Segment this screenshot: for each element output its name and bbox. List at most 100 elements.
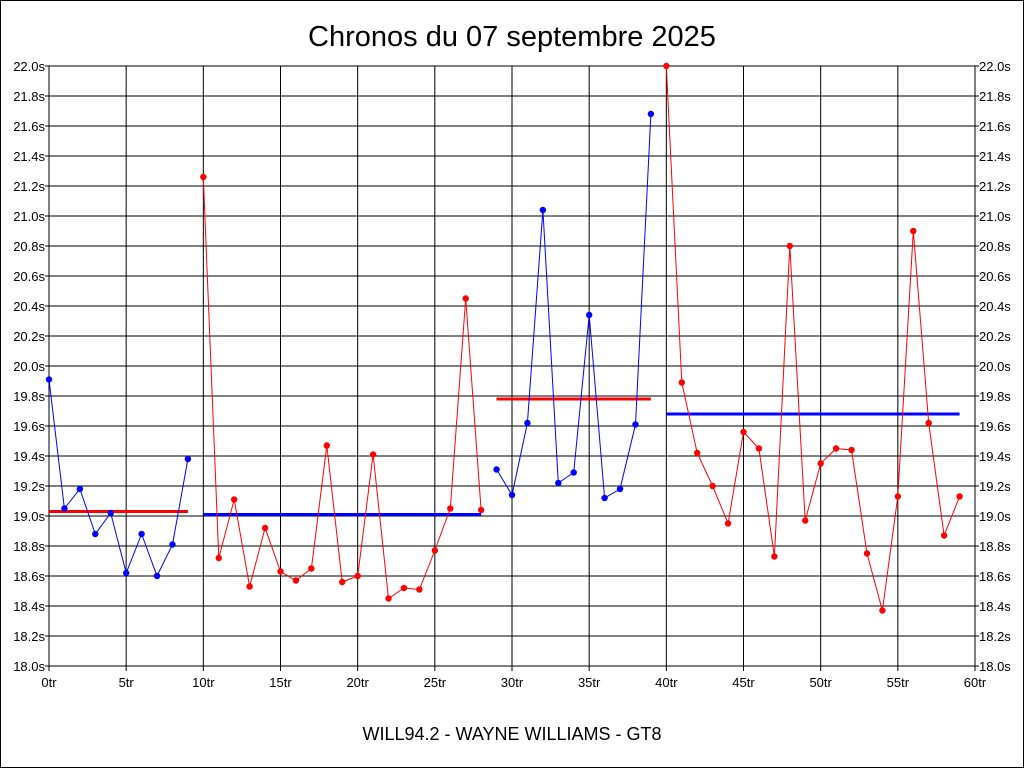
- y-tick-label: 18.0s: [13, 659, 45, 674]
- x-tick-label: 5tr: [119, 675, 135, 690]
- x-tick-label: 15tr: [269, 675, 292, 690]
- data-point: [694, 449, 701, 457]
- data-point: [555, 479, 562, 487]
- x-tick-label: 10tr: [192, 675, 215, 690]
- y-tick-label: 19.2s: [13, 479, 45, 494]
- data-point: [678, 379, 685, 386]
- x-tick-label: 50tr: [809, 675, 832, 690]
- y-tick-label-right: 19.6s: [979, 419, 1011, 434]
- y-tick-label: 18.2s: [13, 629, 45, 644]
- x-tick-label: 60tr: [964, 675, 987, 690]
- y-tick-label-right: 19.8s: [979, 389, 1011, 404]
- data-point: [524, 419, 531, 427]
- data-point: [462, 295, 469, 302]
- data-point: [848, 446, 855, 454]
- x-tick-label: 35tr: [578, 675, 601, 690]
- data-point: [261, 524, 269, 532]
- y-tick-label-right: 21.4s: [979, 149, 1011, 164]
- plot-border: [48, 65, 976, 667]
- y-tick-label-right: 21.8s: [979, 89, 1011, 104]
- data-point: [292, 577, 300, 584]
- y-tick-label-right: 21.0s: [979, 209, 1011, 224]
- data-point: [354, 572, 361, 580]
- data-point: [153, 572, 161, 580]
- y-tick-label-right: 19.2s: [979, 479, 1011, 494]
- data-point: [616, 485, 624, 493]
- y-tick-label: 20.8s: [13, 239, 45, 254]
- y-tick-label: 18.8s: [13, 539, 45, 554]
- series: [45, 62, 963, 614]
- y-tick-label-right: 21.6s: [979, 119, 1011, 134]
- x-tick-label: 30tr: [501, 675, 524, 690]
- chart-title: Chronos du 07 septembre 2025: [308, 21, 716, 53]
- y-tick-label: 20.0s: [13, 359, 45, 374]
- data-point: [817, 460, 824, 467]
- data-point: [740, 428, 747, 436]
- data-point: [956, 493, 963, 500]
- data-point: [277, 568, 284, 575]
- y-tick-label: 21.6s: [13, 119, 45, 134]
- data-point: [802, 517, 809, 524]
- y-tick-label: 18.4s: [13, 599, 45, 614]
- x-tick-label: 40tr: [655, 675, 678, 690]
- x-tick-label: 45tr: [732, 675, 755, 690]
- data-point: [339, 578, 346, 586]
- data-point: [894, 493, 902, 500]
- y-tick-label: 21.2s: [13, 179, 45, 194]
- data-point: [416, 586, 423, 593]
- data-point: [138, 530, 145, 538]
- data-point: [601, 494, 608, 502]
- data-point: [879, 607, 886, 614]
- data-point: [647, 110, 655, 118]
- chart-subtitle: WILL94.2 - WAYNE WILLIAMS - GT8: [362, 724, 661, 744]
- data-point: [215, 554, 222, 562]
- data-point: [910, 227, 917, 235]
- data-point: [246, 583, 253, 590]
- y-tick-label-right: 18.4s: [979, 599, 1011, 614]
- y-tick-label-right: 21.2s: [979, 179, 1011, 194]
- y-tick-label-right: 19.0s: [979, 509, 1011, 524]
- data-point: [632, 421, 639, 428]
- y-tick-label-right: 20.4s: [979, 299, 1011, 314]
- data-point: [863, 550, 871, 557]
- y-tick-label: 21.8s: [13, 89, 45, 104]
- y-tick-label: 19.8s: [13, 389, 45, 404]
- y-tick-label: 21.4s: [13, 149, 45, 164]
- y-tick-label: 20.2s: [13, 329, 45, 344]
- y-tick-label-right: 19.4s: [979, 449, 1011, 464]
- y-tick-label: 18.6s: [13, 569, 45, 584]
- data-point: [940, 532, 948, 539]
- series-line: [665, 65, 961, 611]
- y-tick-label-right: 18.8s: [979, 539, 1011, 554]
- data-point: [925, 419, 932, 427]
- data-point: [169, 541, 176, 548]
- data-point: [585, 311, 593, 319]
- x-tick-label: 20tr: [346, 675, 369, 690]
- y-tick-label: 19.6s: [13, 419, 45, 434]
- grid: [48, 65, 976, 667]
- x-tick-label: 25tr: [424, 675, 447, 690]
- data-point: [92, 530, 99, 538]
- average-lines: [49, 397, 960, 516]
- data-point: [107, 509, 114, 517]
- data-point: [231, 496, 238, 503]
- y-tick-label-right: 18.2s: [979, 629, 1011, 644]
- x-tick-label: 55tr: [887, 675, 910, 690]
- data-point: [771, 553, 778, 560]
- data-point: [786, 242, 793, 250]
- data-point: [508, 491, 516, 499]
- y-tick-label-right: 20.0s: [979, 359, 1011, 374]
- y-tick-label: 20.6s: [13, 269, 45, 284]
- data-point: [122, 569, 130, 577]
- data-point: [539, 206, 547, 214]
- axes: 18.0s 18.0s 18.2s 18.2s 18.4s 18.4s 18.6s 18.6s…: [13, 59, 1011, 690]
- data-point: [184, 455, 192, 463]
- series-line: [48, 379, 189, 578]
- y-tick-label-right: 18.0s: [979, 659, 1011, 674]
- data-point: [45, 376, 53, 383]
- y-tick-label: 22.0s: [13, 59, 45, 74]
- series-line: [202, 176, 482, 600]
- y-tick-label-right: 18.6s: [979, 569, 1011, 584]
- data-point: [477, 506, 485, 514]
